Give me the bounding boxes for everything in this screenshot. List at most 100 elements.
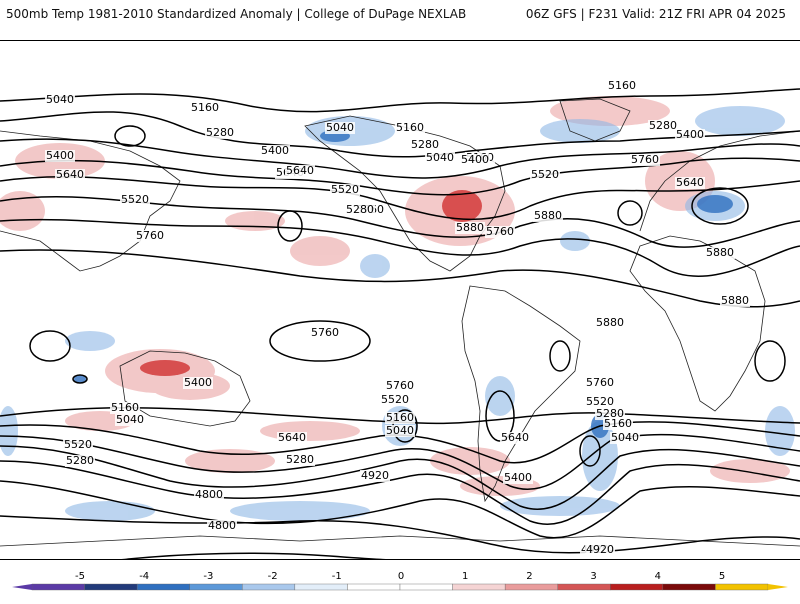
contour-label: 5160 <box>396 121 424 134</box>
contour-label-bg <box>330 184 360 196</box>
contour-label: 5280 <box>206 126 234 139</box>
colorbar-tick-label: 3 <box>590 571 596 582</box>
contour-label: 5280 <box>649 119 677 132</box>
greenland-outline <box>559 98 631 142</box>
contour-label-bg <box>345 204 375 216</box>
colorbar-svg: -5 -4 -3 -2 -1 0 1 2 3 4 5 <box>12 571 788 591</box>
contour-label: 5760 <box>136 229 164 242</box>
colorbar-tick-label: -5 <box>75 571 85 582</box>
australia-outline <box>119 350 251 427</box>
coastlines <box>0 98 800 547</box>
contour-label: 5400 <box>504 471 532 484</box>
height-contours <box>0 88 800 562</box>
colorbar-segment <box>84 583 138 591</box>
colorbar-segment <box>347 583 401 591</box>
contour-label-bg <box>455 222 485 234</box>
contour-label-bg <box>135 230 165 242</box>
contour-label-bg <box>120 194 150 206</box>
colorbar-segment <box>31 583 85 591</box>
colorbar-segment <box>136 583 190 591</box>
contour-label: 5640 <box>56 168 84 181</box>
contour-label-bg <box>194 489 224 501</box>
colorbar-segment <box>294 583 348 591</box>
contour-label: 4800 <box>208 519 236 532</box>
contour-label: 5400 <box>46 149 74 162</box>
contour-label-bg <box>485 226 515 238</box>
contour-label-bg <box>595 408 625 420</box>
contour-label-bg <box>500 432 530 444</box>
contour-label-bg <box>310 327 340 339</box>
contour-label: 5880 <box>706 246 734 259</box>
contour-label: 5400 <box>184 376 212 389</box>
contour-label-bg <box>285 454 315 466</box>
contour-label-bg <box>110 402 140 414</box>
contour-label-bg <box>260 145 290 157</box>
colorbar-tick-label: 5 <box>719 571 725 582</box>
map-panel: 5040 5160 5280 5400 5640 5520 5760 5040 5160 5280… <box>0 40 800 562</box>
contour-label-bg <box>648 120 678 132</box>
contour-label-bg <box>705 247 735 259</box>
colorbar-segment <box>452 583 506 591</box>
contour-label: 5040 <box>326 121 354 134</box>
contour-label: 5520 <box>64 438 92 451</box>
contour-label: 5280 <box>346 203 374 216</box>
contour-label: 5400 <box>676 128 704 141</box>
model-run-label: 06Z GFS | F231 Valid: 21Z FRI APR 04 202… <box>525 7 786 21</box>
contour-label-bg <box>530 169 560 181</box>
contour-label: 5640 <box>676 176 704 189</box>
contour-label-bg <box>675 177 705 189</box>
contour-label: 5640 <box>278 431 306 444</box>
contour-label: 5880 <box>596 316 624 329</box>
contour-label: 5760 <box>386 379 414 392</box>
colorbar-tick-label: -2 <box>268 571 278 582</box>
contour-label: 5400 <box>261 144 289 157</box>
contour-label-bg <box>603 418 633 430</box>
contour-label-bg <box>720 295 750 307</box>
colorbar-segment <box>715 583 769 591</box>
contour-label-bg <box>277 432 307 444</box>
contour-label-bg <box>380 394 410 406</box>
contour-label: 5280 <box>596 407 624 420</box>
contour-label: 5160 <box>111 401 139 414</box>
contour-label: 5040 <box>116 413 144 426</box>
colorbar: -5 -4 -3 -2 -1 0 1 2 3 4 5 <box>0 560 800 600</box>
colorbar-segment <box>242 583 296 591</box>
colorbar-segment <box>189 583 243 591</box>
contour-label-bg <box>190 102 220 114</box>
contour-label: 5280 <box>66 454 94 467</box>
contour-label-bg <box>675 129 705 141</box>
colorbar-tick-label: -3 <box>203 571 213 582</box>
contour-label: 4920 <box>361 469 389 482</box>
colorbar-segment <box>399 583 453 591</box>
contour-label-bg <box>585 544 615 556</box>
contour-label-bg <box>207 520 237 532</box>
contour-label-bg <box>63 439 93 451</box>
contour-label-bg <box>610 432 640 444</box>
contour-label: 5160 <box>608 79 636 92</box>
contour-label: 5040 <box>611 431 639 444</box>
contour-label: 5880 <box>534 209 562 222</box>
antarctica-outline <box>0 535 800 547</box>
contour-label: 5040 <box>46 93 74 106</box>
contour-label: 5880 <box>456 221 484 234</box>
contour-label-bg <box>55 169 85 181</box>
contour-label: 5520 <box>121 193 149 206</box>
contour-label-bg <box>205 127 235 139</box>
contour-label-bg <box>595 317 625 329</box>
colorbar-segment <box>662 583 716 591</box>
header-bar: 500mb Temp 1981-2010 Standardized Anomal… <box>0 0 800 36</box>
contour-label-bg <box>503 472 533 484</box>
contour-label-bg <box>45 94 75 106</box>
contour-label: 5280 <box>411 138 439 151</box>
contour-label-bg <box>115 414 145 426</box>
strong-warm-anomaly <box>140 190 482 376</box>
colorbar-tick-label: 1 <box>462 571 468 582</box>
contour-label: 5520 <box>381 393 409 406</box>
contour-label-bg <box>360 470 390 482</box>
contour-label-bg <box>385 425 415 437</box>
contour-label-bg <box>385 412 415 424</box>
colorbar-tick-label: 4 <box>655 571 661 582</box>
contour-label: 4920 <box>586 543 614 556</box>
contour-label: 5400 <box>461 153 489 166</box>
